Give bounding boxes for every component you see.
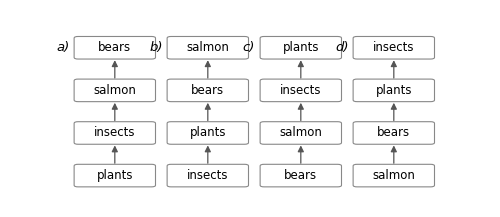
FancyBboxPatch shape [74, 164, 156, 187]
FancyBboxPatch shape [260, 122, 342, 144]
FancyBboxPatch shape [260, 164, 342, 187]
FancyBboxPatch shape [167, 79, 248, 102]
Text: salmon: salmon [280, 127, 322, 140]
Text: insects: insects [94, 127, 136, 140]
FancyBboxPatch shape [353, 36, 434, 59]
Text: insects: insects [373, 41, 414, 54]
Text: plants: plants [190, 127, 226, 140]
FancyBboxPatch shape [74, 79, 156, 102]
FancyBboxPatch shape [74, 36, 156, 59]
FancyBboxPatch shape [167, 36, 248, 59]
Text: plants: plants [376, 84, 412, 97]
FancyBboxPatch shape [353, 122, 434, 144]
Text: salmon: salmon [94, 84, 136, 97]
Text: bears: bears [284, 169, 318, 182]
Text: insects: insects [187, 169, 228, 182]
Text: plants: plants [282, 41, 319, 54]
Text: salmon: salmon [186, 41, 229, 54]
FancyBboxPatch shape [353, 79, 434, 102]
Text: c): c) [242, 41, 255, 54]
FancyBboxPatch shape [74, 122, 156, 144]
Text: b): b) [150, 41, 163, 54]
Text: insects: insects [280, 84, 322, 97]
FancyBboxPatch shape [167, 164, 248, 187]
Text: bears: bears [378, 127, 410, 140]
Text: a): a) [56, 41, 70, 54]
Text: d): d) [336, 41, 349, 54]
Text: salmon: salmon [372, 169, 415, 182]
FancyBboxPatch shape [353, 164, 434, 187]
Text: plants: plants [96, 169, 133, 182]
FancyBboxPatch shape [167, 122, 248, 144]
FancyBboxPatch shape [260, 36, 342, 59]
Text: bears: bears [98, 41, 132, 54]
Text: bears: bears [191, 84, 224, 97]
FancyBboxPatch shape [260, 79, 342, 102]
